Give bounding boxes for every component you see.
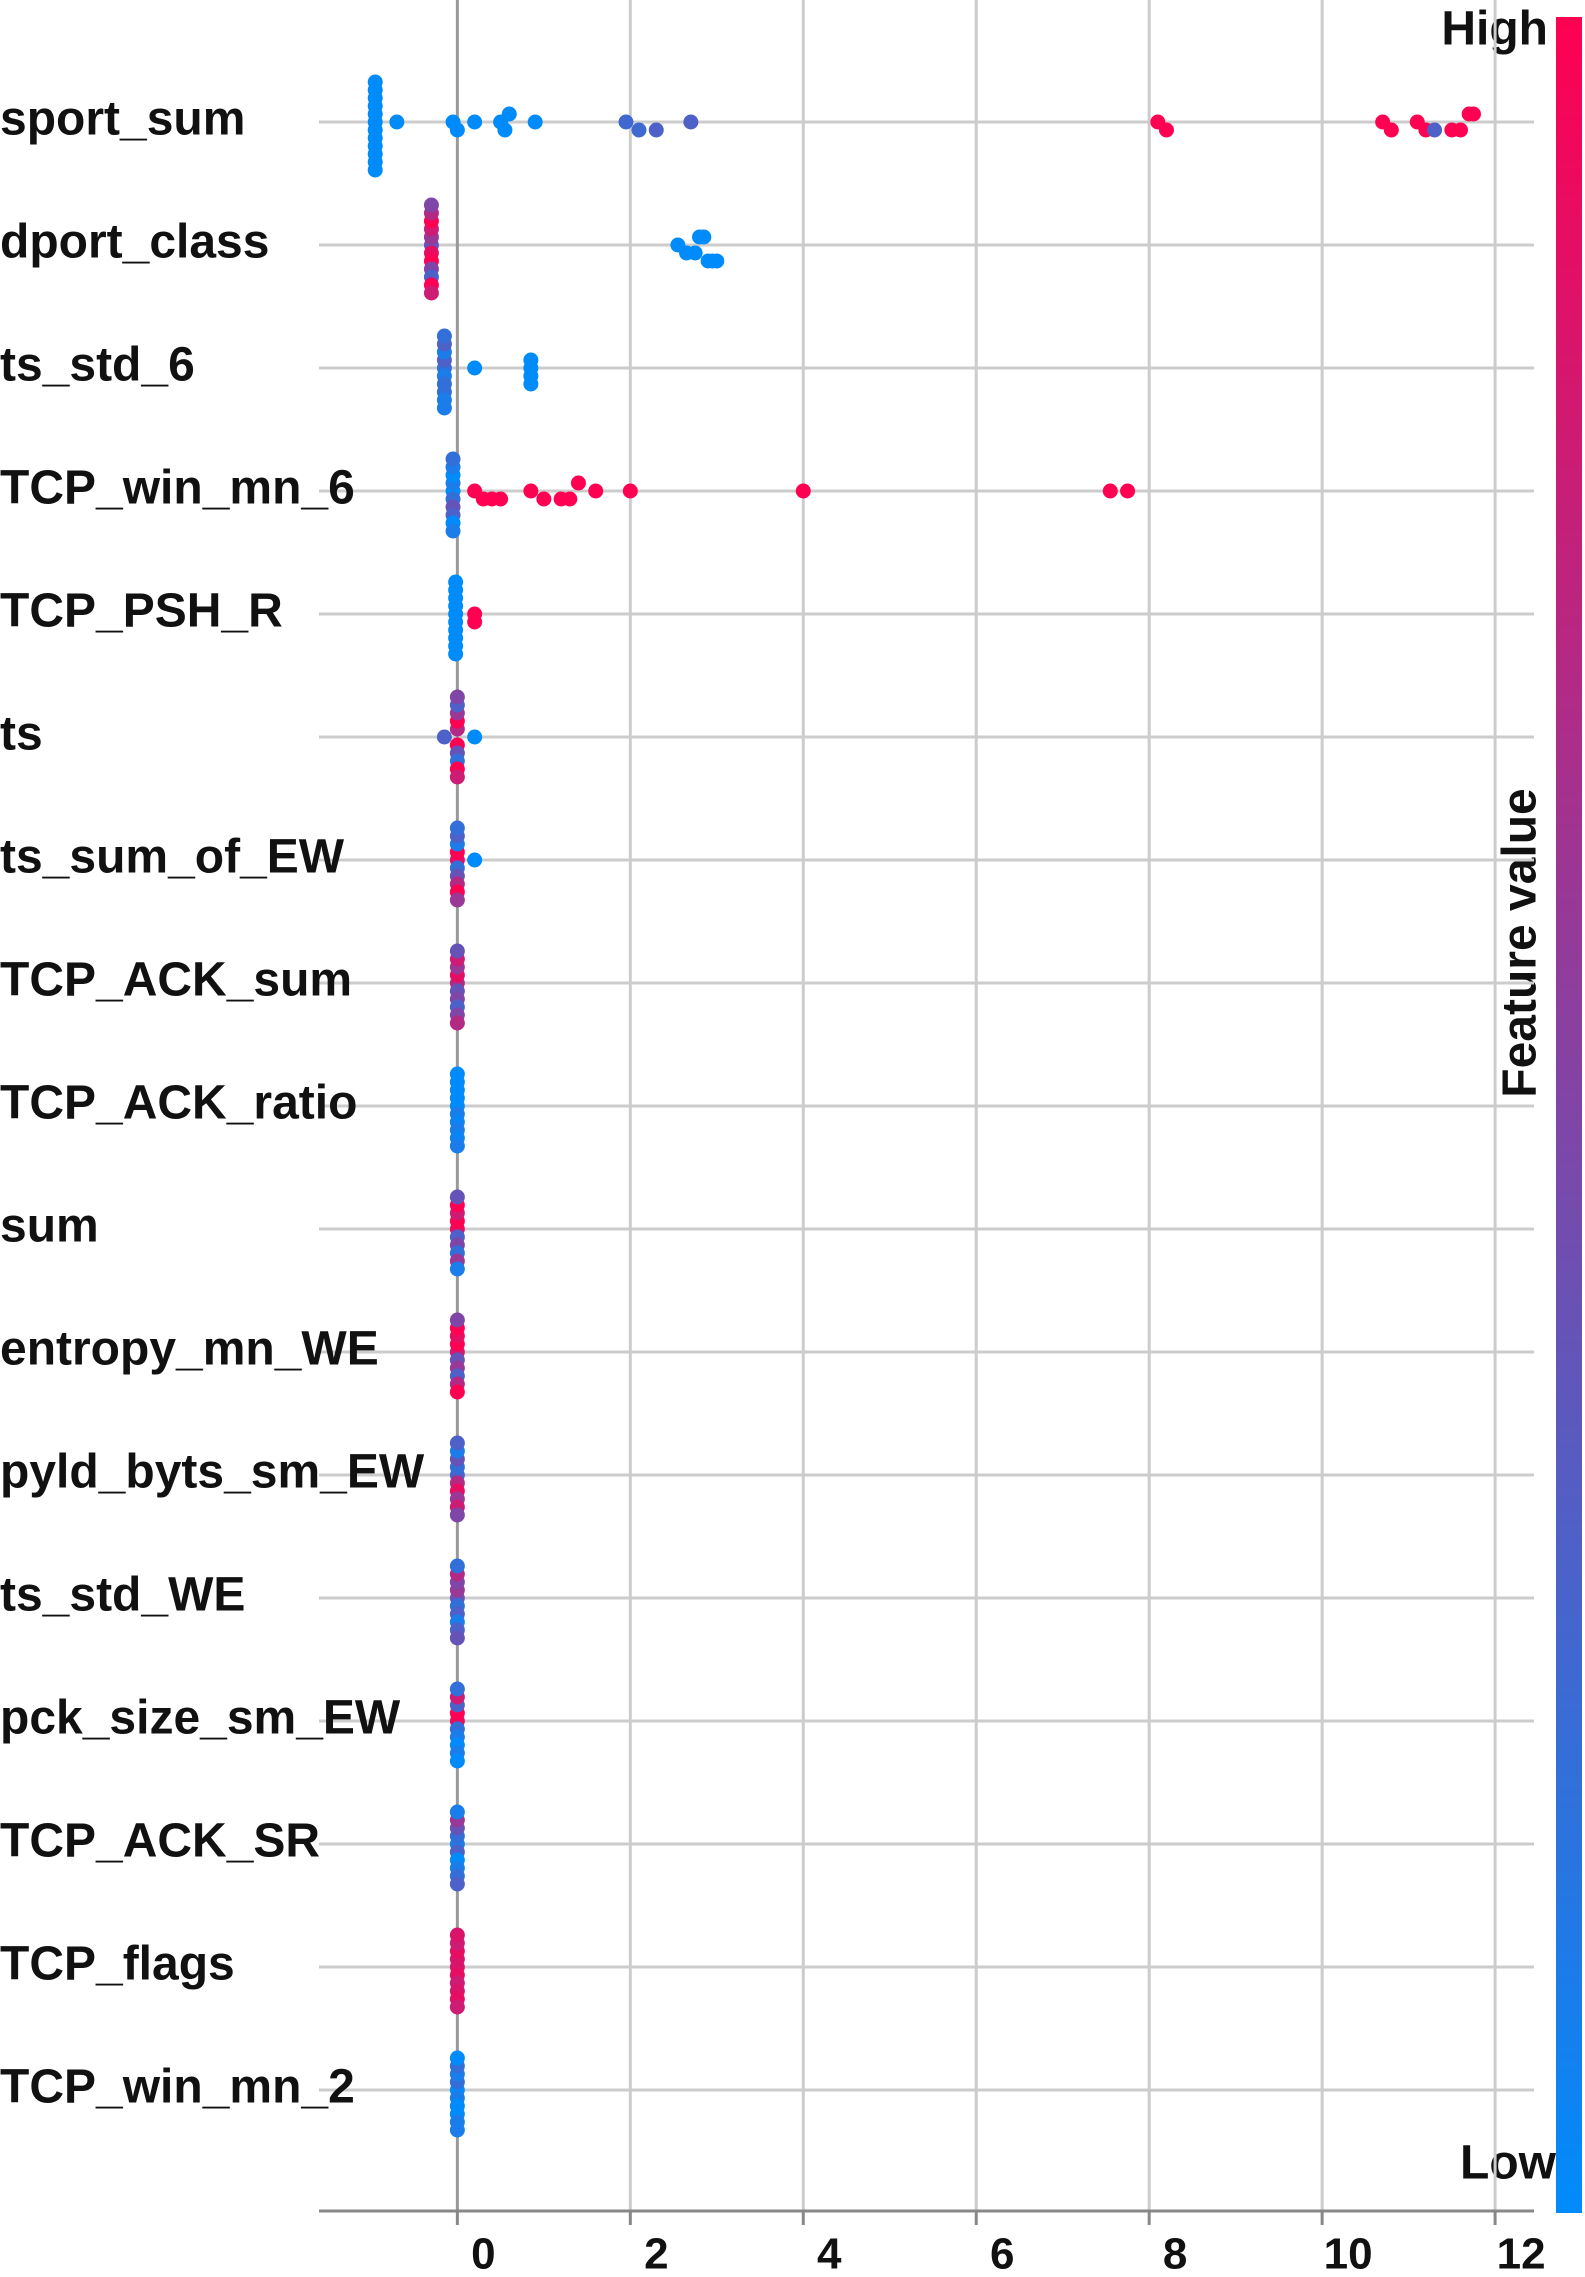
point bbox=[795, 483, 811, 499]
point bbox=[493, 491, 509, 507]
point bbox=[436, 328, 452, 344]
point bbox=[467, 360, 483, 376]
feature-label: TCP_win_mn_2 bbox=[0, 2061, 355, 2114]
point bbox=[588, 483, 604, 499]
point bbox=[709, 253, 725, 269]
point bbox=[696, 229, 712, 245]
point bbox=[1427, 122, 1443, 138]
feature-label: TCP_ACK_SR bbox=[0, 1815, 320, 1868]
point bbox=[449, 2050, 465, 2066]
colorbar bbox=[1556, 17, 1582, 2213]
point bbox=[467, 114, 483, 130]
point bbox=[448, 646, 464, 662]
point bbox=[449, 892, 465, 908]
feature-label: sport_sum bbox=[0, 93, 245, 146]
point bbox=[562, 491, 578, 507]
feature-label: TCP_flags bbox=[0, 1938, 235, 1991]
point bbox=[449, 1066, 465, 1082]
point bbox=[449, 689, 465, 705]
feature-label: TCP_ACK_sum bbox=[0, 954, 352, 1007]
point bbox=[497, 122, 513, 138]
feature-label: TCP_PSH_R bbox=[0, 585, 283, 638]
point bbox=[389, 114, 405, 130]
point bbox=[445, 523, 461, 539]
point bbox=[449, 2122, 465, 2138]
feature-label: ts_sum_of_EW bbox=[0, 831, 345, 884]
point bbox=[423, 285, 439, 301]
point bbox=[687, 245, 703, 261]
point bbox=[449, 1804, 465, 1820]
point bbox=[1158, 122, 1174, 138]
feature-label: ts_std_6 bbox=[0, 339, 195, 392]
point bbox=[449, 1261, 465, 1277]
point bbox=[1383, 122, 1399, 138]
point bbox=[570, 475, 586, 491]
point bbox=[467, 614, 483, 630]
x-tick-label: 2 bbox=[644, 2230, 668, 2277]
feature-label: TCP_win_mn_6 bbox=[0, 462, 355, 515]
point bbox=[448, 574, 464, 590]
point bbox=[423, 197, 439, 213]
point bbox=[449, 1876, 465, 1892]
x-tick-label: 12 bbox=[1497, 2230, 1546, 2277]
point bbox=[1465, 106, 1481, 122]
point bbox=[1452, 122, 1468, 138]
point bbox=[449, 1558, 465, 1574]
point bbox=[631, 122, 647, 138]
x-tick-label: 8 bbox=[1163, 2230, 1187, 2277]
point bbox=[449, 122, 465, 138]
point bbox=[1102, 483, 1118, 499]
feature-label: entropy_mn_WE bbox=[0, 1323, 379, 1376]
point bbox=[367, 162, 383, 178]
feature-label: ts bbox=[0, 708, 43, 761]
point bbox=[445, 451, 461, 467]
legend-low: Low bbox=[1460, 2137, 1557, 2190]
point bbox=[449, 1015, 465, 1031]
feature-label: sum bbox=[0, 1200, 99, 1253]
point bbox=[449, 1507, 465, 1523]
point bbox=[523, 352, 539, 368]
point bbox=[449, 1435, 465, 1451]
point bbox=[523, 483, 539, 499]
feature-label: pck_size_sm_EW bbox=[0, 1692, 401, 1745]
point bbox=[449, 769, 465, 785]
point bbox=[449, 1189, 465, 1205]
point bbox=[449, 1384, 465, 1400]
x-tick-label: 4 bbox=[817, 2230, 842, 2277]
point bbox=[449, 943, 465, 959]
feature-label: dport_class bbox=[0, 216, 269, 269]
point bbox=[648, 122, 664, 138]
point bbox=[449, 1312, 465, 1328]
point bbox=[449, 1630, 465, 1646]
point bbox=[523, 376, 539, 392]
point bbox=[449, 1999, 465, 2015]
point bbox=[449, 1927, 465, 1943]
point bbox=[536, 491, 552, 507]
point bbox=[436, 729, 452, 745]
point bbox=[527, 114, 543, 130]
point bbox=[367, 74, 383, 90]
point bbox=[467, 729, 483, 745]
feature-label: ts_std_WE bbox=[0, 1569, 245, 1622]
x-tick-label: 6 bbox=[990, 2230, 1014, 2277]
feature-label: pyld_byts_sm_EW bbox=[0, 1446, 425, 1499]
point bbox=[449, 820, 465, 836]
point bbox=[1120, 483, 1136, 499]
point bbox=[449, 1138, 465, 1154]
point bbox=[449, 1681, 465, 1697]
colorbar-label: Feature value bbox=[1494, 788, 1547, 1097]
feature-label: TCP_ACK_ratio bbox=[0, 1077, 357, 1130]
point bbox=[436, 400, 452, 416]
point bbox=[501, 106, 517, 122]
point bbox=[449, 1753, 465, 1769]
point bbox=[467, 852, 483, 868]
point bbox=[618, 114, 634, 130]
point bbox=[622, 483, 638, 499]
x-tick-label: 0 bbox=[471, 2230, 495, 2277]
point bbox=[683, 114, 699, 130]
x-tick-label: 10 bbox=[1324, 2230, 1373, 2277]
